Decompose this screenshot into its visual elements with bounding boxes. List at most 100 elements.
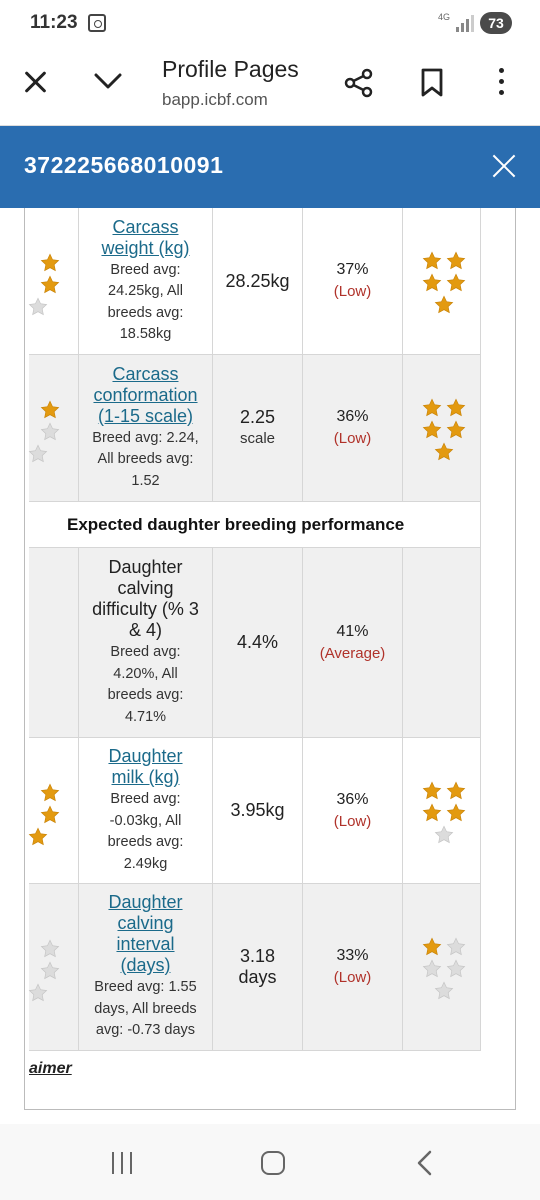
star-rating xyxy=(412,929,472,1005)
left-star-rating xyxy=(28,251,74,316)
avg-line: 1.52 xyxy=(131,472,160,489)
value: 4.4% xyxy=(236,632,279,652)
left-stars-cell xyxy=(29,548,79,738)
profile-table: Carcass weight (kg) Breed avg: 24.25kg, Al… xyxy=(24,208,516,1110)
avg-line: Breed avg: 2.24, xyxy=(92,429,199,446)
left-stars-cell xyxy=(28,208,79,355)
star-empty-icon xyxy=(28,297,48,317)
star-empty-icon xyxy=(28,444,48,464)
star-filled-icon xyxy=(40,400,60,420)
star-filled-icon xyxy=(422,780,442,801)
trait-link-daughter-milk[interactable]: Daughter milk (kg) xyxy=(108,746,182,788)
close-icon[interactable] xyxy=(22,68,50,96)
home-icon[interactable] xyxy=(261,1151,285,1175)
left-star-rating xyxy=(28,398,74,463)
trait-line: Carcass xyxy=(112,216,179,237)
star-rating xyxy=(412,390,472,466)
disclaimer-link[interactable]: aimer xyxy=(29,1060,72,1077)
trait-link-carcass-weight[interactable]: Carcass weight (kg) xyxy=(101,217,189,259)
star-filled-icon xyxy=(422,937,442,957)
browser-toolbar: Profile Pages bapp.icbf.com xyxy=(0,48,540,126)
avg-line: 18.58kg xyxy=(119,326,172,342)
star-filled-icon xyxy=(446,802,466,823)
star-empty-icon xyxy=(40,961,60,981)
star-rating-cell xyxy=(403,738,481,884)
star-filled-icon xyxy=(446,273,466,293)
trait-line: calving xyxy=(117,913,174,934)
trait-cell: Carcass weight (kg) Breed avg: 24.25kg, Al… xyxy=(79,208,213,355)
star-filled-icon xyxy=(40,275,60,295)
left-stars-cell xyxy=(28,884,79,1051)
avg-line: Breed avg: xyxy=(110,791,181,807)
star-filled-icon xyxy=(422,273,442,293)
star-empty-icon xyxy=(40,422,60,442)
star-rating xyxy=(412,243,472,319)
star-rating xyxy=(412,773,472,849)
trait-avg: Breed avg: -0.03kg, All breeds avg: 2.49kg xyxy=(108,789,184,875)
trait-line: difficulty (% 3 xyxy=(92,599,199,619)
modal-close-icon[interactable] xyxy=(490,152,518,180)
star-empty-icon xyxy=(446,937,466,957)
star-filled-icon xyxy=(446,251,466,271)
left-star-rating xyxy=(28,781,74,845)
trait-line: & 4) xyxy=(128,620,162,640)
trait-cell: Daughter calving difficulty (% 3 & 4) Breed… xyxy=(79,548,213,738)
reliability-percent: 36% xyxy=(336,408,369,425)
battery-indicator: 73 xyxy=(480,12,512,34)
avg-line: days, All breeds xyxy=(94,1000,197,1017)
avg-line: breeds avg: xyxy=(107,304,184,321)
back-icon[interactable] xyxy=(414,1150,434,1176)
screenshot-icon xyxy=(88,14,106,32)
avg-line: avg: -0.73 days xyxy=(95,1022,196,1039)
star-empty-icon xyxy=(422,959,442,979)
avg-line: All breeds avg: xyxy=(97,451,194,468)
network-type: 4G xyxy=(438,12,451,22)
table-row: Carcass weight (kg) Breed avg: 24.25kg, Al… xyxy=(28,208,481,355)
reliability-level: (Average) xyxy=(319,644,386,662)
reliability-cell: 36% (Low) xyxy=(303,738,403,884)
section-header: Expected daughter breeding performance xyxy=(29,502,481,548)
reliability-level: (Low) xyxy=(333,430,372,447)
signal-icon xyxy=(456,14,474,32)
trait-name: Daughter calving difficulty (% 3 & 4) xyxy=(92,557,199,641)
reliability-percent: 33% xyxy=(336,947,369,964)
star-rating-cell xyxy=(403,884,481,1051)
system-nav-bar xyxy=(0,1124,540,1200)
share-icon[interactable] xyxy=(344,68,374,98)
value-cell: 3.18 days xyxy=(213,884,303,1051)
bookmark-icon[interactable] xyxy=(420,68,444,98)
left-stars-cell xyxy=(28,355,79,502)
avg-line: 4.20%, All xyxy=(113,665,178,682)
reliability-cell: 36% (Low) xyxy=(303,355,403,502)
reliability-cell: 41% (Average) xyxy=(303,548,403,738)
trait-link-daughter-calving-interval[interactable]: Daughter calving interval (days) xyxy=(108,892,182,976)
star-filled-icon xyxy=(422,420,442,440)
avg-line: breeds avg: xyxy=(107,687,184,703)
trait-line: (days) xyxy=(120,955,171,976)
trait-cell: Carcass conformation (1-15 scale) Breed av… xyxy=(79,355,213,502)
table-row: Daughter milk (kg) Breed avg: -0.03kg, All… xyxy=(28,738,481,884)
avg-line: breeds avg: xyxy=(107,834,184,850)
table-row: Daughter calving interval (days) Breed avg:… xyxy=(28,884,481,1051)
chevron-down-icon[interactable] xyxy=(94,70,122,92)
trait-line: Carcass xyxy=(112,363,179,384)
star-empty-icon xyxy=(434,824,454,845)
recents-icon[interactable] xyxy=(110,1152,134,1174)
trait-line: interval xyxy=(116,934,175,955)
star-rating-cell xyxy=(403,355,481,502)
value: 2.25 xyxy=(239,407,276,427)
more-menu-icon[interactable] xyxy=(496,68,506,98)
avg-line: Breed avg: 1.55 xyxy=(94,979,197,996)
avg-line: 4.71% xyxy=(124,708,167,725)
page-bottom xyxy=(0,1110,540,1124)
star-filled-icon xyxy=(40,253,60,273)
star-filled-icon xyxy=(422,251,442,271)
reliability-cell: 37% (Low) xyxy=(303,208,403,355)
reliability-percent: 41% xyxy=(336,622,369,640)
trait-link-carcass-conformation[interactable]: Carcass conformation (1-15 scale) xyxy=(93,364,197,427)
trait-line: milk (kg) xyxy=(111,767,180,787)
page-url[interactable]: bapp.icbf.com xyxy=(162,90,268,109)
star-filled-icon xyxy=(446,398,466,418)
trait-cell: Daughter calving interval (days) Breed avg:… xyxy=(79,884,213,1051)
trait-line: calving xyxy=(117,578,174,598)
